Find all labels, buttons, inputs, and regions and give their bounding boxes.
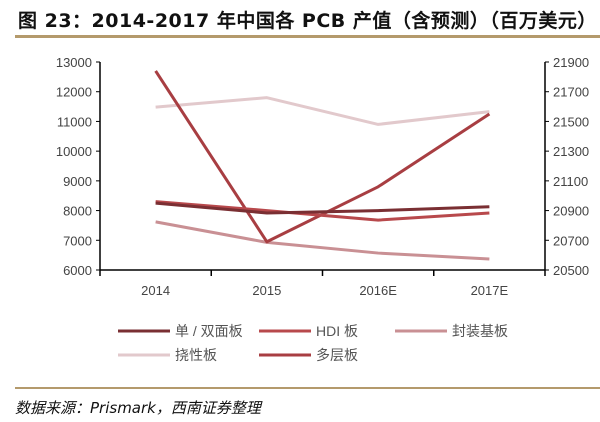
left-tick-label: 6000 — [63, 263, 92, 278]
series-line-3 — [155, 220, 490, 261]
legend-label: 封装基板 — [452, 323, 508, 339]
series-line-2 — [155, 200, 490, 222]
x-tick-label: 2016E — [359, 283, 397, 298]
x-tick-label: 2015 — [252, 283, 281, 298]
x-tick-label: 2017E — [471, 283, 509, 298]
legend-label: 挠性板 — [175, 347, 217, 363]
source-divider — [15, 387, 600, 389]
right-tick-label: 20900 — [553, 204, 589, 219]
right-tick-label: 21700 — [553, 85, 589, 100]
series-line-4 — [155, 96, 490, 126]
left-tick-label: 8000 — [63, 204, 92, 219]
right-tick-label: 20500 — [553, 263, 589, 278]
legend-label: 单 / 双面板 — [175, 323, 243, 339]
right-tick-label: 20700 — [553, 233, 589, 248]
right-tick-label: 21900 — [553, 55, 589, 70]
left-tick-label: 13000 — [56, 55, 92, 70]
series-line-1 — [155, 201, 490, 215]
left-tick-label: 12000 — [56, 85, 92, 100]
left-tick-label: 11000 — [57, 114, 92, 129]
legend-label: HDI 板 — [316, 323, 358, 339]
legend-label: 多层板 — [316, 347, 358, 363]
left-tick-label: 10000 — [56, 144, 92, 159]
right-tick-label: 21300 — [553, 144, 589, 159]
left-tick-label: 7000 — [63, 233, 92, 248]
x-tick-label: 2014 — [141, 283, 170, 298]
title-divider — [15, 35, 600, 38]
left-tick-label: 9000 — [63, 174, 92, 189]
right-tick-label: 21500 — [553, 114, 589, 129]
figure-title: 图 23：2014-2017 年中国各 PCB 产值（含预测）（百万美元） — [18, 10, 597, 32]
line-chart: 6000 7000 8000 9000 10000 11000 12000 13000 2050… — [56, 55, 589, 363]
right-tick-label: 21100 — [553, 174, 588, 189]
source-note: 数据来源：Prismark，西南证券整理 — [15, 399, 261, 417]
